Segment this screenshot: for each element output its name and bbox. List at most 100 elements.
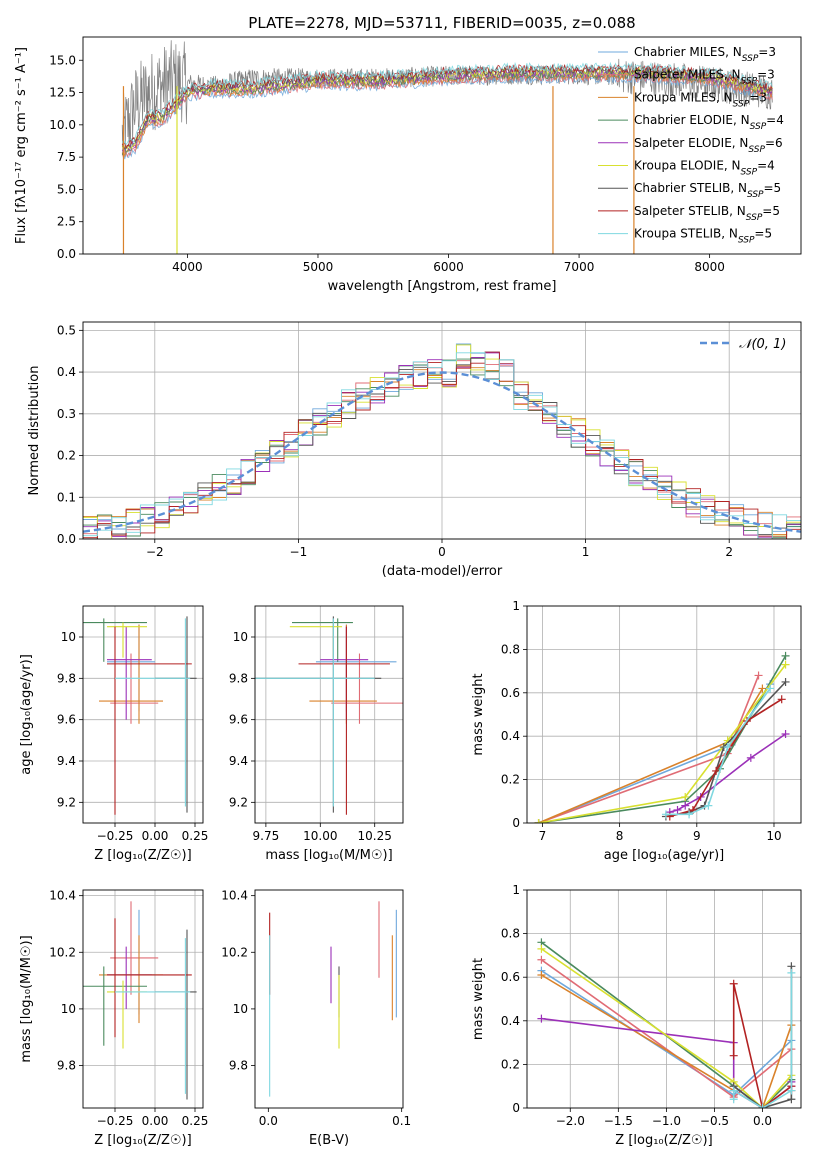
y-tick-label: 0.4 — [501, 729, 520, 743]
y-tick-label: 9.8 — [57, 1059, 76, 1073]
legend-entry: 𝒩(0, 1) — [739, 337, 786, 352]
mass-weight-marker — [673, 805, 682, 814]
x-tick-label: 0.25 — [182, 829, 209, 843]
y-axis-label: Normed distribution — [27, 366, 42, 496]
spectrum-panel: 4000 5000 6000 7000 8000 0.0 2.5 5.0 7.5 10.0 12.5… — [14, 36, 802, 294]
y-tick-label: 0.6 — [501, 686, 520, 700]
mass-weight-marker — [787, 1095, 796, 1104]
x-tick-label: −0.25 — [97, 829, 134, 843]
x-tick-label: 0 — [438, 545, 446, 559]
mass-weight-marker — [681, 792, 690, 801]
mass-weight-vs-metallicity-panel: −2.0 −1.5 −1.0 −0.5 0.0 0 0.2 0.4 0.6 0.8 1 Z [log₁… — [471, 883, 802, 1148]
x-tick-label: 8000 — [694, 260, 725, 274]
mass-weight-marker — [537, 1014, 546, 1023]
legend: Chabrier MILES, NSSP=3 Salpeter MILES, NS… — [598, 45, 784, 246]
y-tick-label: 0.2 — [57, 449, 76, 463]
y-tick-label: 0 — [512, 816, 520, 830]
mass-weight-vs-age-panel: 7 8 9 10 0 0.2 0.4 0.6 0.8 1 age [log₁₀(age/yr)] ma… — [471, 599, 802, 863]
model-spectrum-line — [121, 66, 773, 152]
x-tick-label: 4000 — [172, 260, 203, 274]
y-tick-label: 9.6 — [57, 713, 76, 727]
y-tick-label: 9.4 — [57, 754, 76, 768]
y-tick-label: 9.8 — [229, 1059, 248, 1073]
mass-weight-marker — [537, 971, 546, 980]
legend-entry: Chabrier STELIB, NSSP=5 — [634, 181, 781, 200]
y-tick-label: 0.2 — [501, 773, 520, 787]
x-tick-label: −2 — [146, 545, 164, 559]
mass-weight-marker — [781, 677, 790, 686]
mass-weight-line — [538, 655, 787, 823]
x-tick-label: 6000 — [433, 260, 464, 274]
x-tick-label: 10.25 — [358, 829, 392, 843]
y-tick-label: 9.2 — [229, 795, 248, 809]
axes-frame — [82, 605, 204, 824]
x-tick-label: 0.0 — [259, 1114, 278, 1128]
mass-weight-marker — [723, 743, 732, 752]
y-tick-label: 2.5 — [57, 215, 76, 229]
x-tick-label: 8 — [616, 829, 624, 843]
y-tick-label: 9.4 — [229, 754, 248, 768]
y-tick-label: 0.4 — [57, 365, 76, 379]
x-axis-label: Z [log₁₀(Z/Z☉)] — [615, 1133, 712, 1148]
mass-weight-marker — [704, 801, 713, 810]
x-tick-label: −0.5 — [700, 1114, 729, 1128]
x-tick-label: 0.25 — [182, 1114, 209, 1128]
mass-weight-marker — [729, 1051, 738, 1060]
y-tick-label: 0.3 — [57, 407, 76, 421]
y-tick-label: 10 — [61, 1002, 76, 1016]
x-tick-label: 0.00 — [142, 1114, 169, 1128]
y-axis-label: age [log₁₀(age/yr)] — [19, 654, 34, 775]
y-tick-label: 9.8 — [229, 671, 248, 685]
y-axis-label: Flux [fλ10⁻¹⁷ erg cm⁻² s⁻¹ A⁻¹] — [14, 47, 29, 244]
model-spectrum-line — [121, 63, 773, 149]
model-spectrum-line — [121, 61, 773, 146]
x-tick-label: −0.25 — [97, 1114, 134, 1128]
x-axis-label: mass [log₁₀(M/M☉)] — [265, 848, 392, 863]
y-tick-label: 0.2 — [501, 1057, 520, 1071]
y-tick-label: 10 — [61, 630, 76, 644]
x-tick-label: −1.0 — [652, 1114, 681, 1128]
mass-weight-marker — [537, 955, 546, 964]
plot-area — [537, 938, 796, 1108]
plot-area — [121, 40, 773, 254]
y-tick-label: 15.0 — [49, 53, 76, 67]
axes-frame — [254, 889, 404, 1109]
y-tick-label: 0.4 — [501, 1014, 520, 1028]
y-tick-label: 0.5 — [57, 323, 76, 337]
axes-frame — [254, 605, 404, 824]
x-axis-label: Z [log₁₀(Z/Z☉)] — [94, 1133, 191, 1148]
y-tick-label: 7.5 — [57, 150, 76, 164]
mass-weight-marker — [781, 651, 790, 660]
mass-weight-marker — [729, 1086, 738, 1095]
x-axis-label: wavelength [Angstrom, rest frame] — [328, 279, 557, 294]
mass-weight-marker — [746, 753, 755, 762]
plot-area — [269, 901, 397, 1097]
mass-vs-extinction-panel: 0.0 0.1 9.8 10 10.2 10.4 E(B-V) — [221, 889, 411, 1148]
model-spectrum-line — [121, 71, 773, 158]
y-tick-label: 0.8 — [501, 927, 520, 941]
y-tick-label: 0.1 — [57, 490, 76, 504]
mass-weight-marker — [537, 944, 546, 953]
legend-entry: Salpeter MILES, NSSP=3 — [634, 68, 775, 87]
legend-entry: Salpeter STELIB, NSSP=5 — [634, 204, 780, 223]
y-tick-label: 0.0 — [57, 247, 76, 261]
legend-entry: Chabrier MILES, NSSP=3 — [634, 45, 776, 64]
residual-histogram-step — [83, 352, 801, 539]
age-vs-metallicity-panel: −0.25 0.00 0.25 9.2 9.4 9.6 9.8 10 Z [log₁₀(Z/Z☉… — [19, 605, 209, 863]
x-tick-label: 10.00 — [303, 829, 337, 843]
y-tick-label: 1 — [512, 599, 520, 613]
y-tick-label: 0.6 — [501, 970, 520, 984]
x-tick-label: 7 — [539, 829, 547, 843]
y-tick-label: 10.2 — [221, 945, 248, 959]
x-tick-label: 9.75 — [253, 829, 280, 843]
mass-weight-line — [665, 681, 787, 818]
y-axis-label: mass weight — [471, 673, 486, 755]
mass-weight-marker — [712, 766, 721, 775]
legend-entry: Kroupa ELODIE, NSSP=4 — [634, 159, 775, 178]
mass-weight-marker — [754, 671, 763, 680]
mass-weight-marker — [685, 810, 694, 819]
x-axis-label: Z [log₁₀(Z/Z☉)] — [94, 848, 191, 863]
x-tick-label: 10 — [766, 829, 781, 843]
mass-weight-line — [538, 664, 787, 823]
